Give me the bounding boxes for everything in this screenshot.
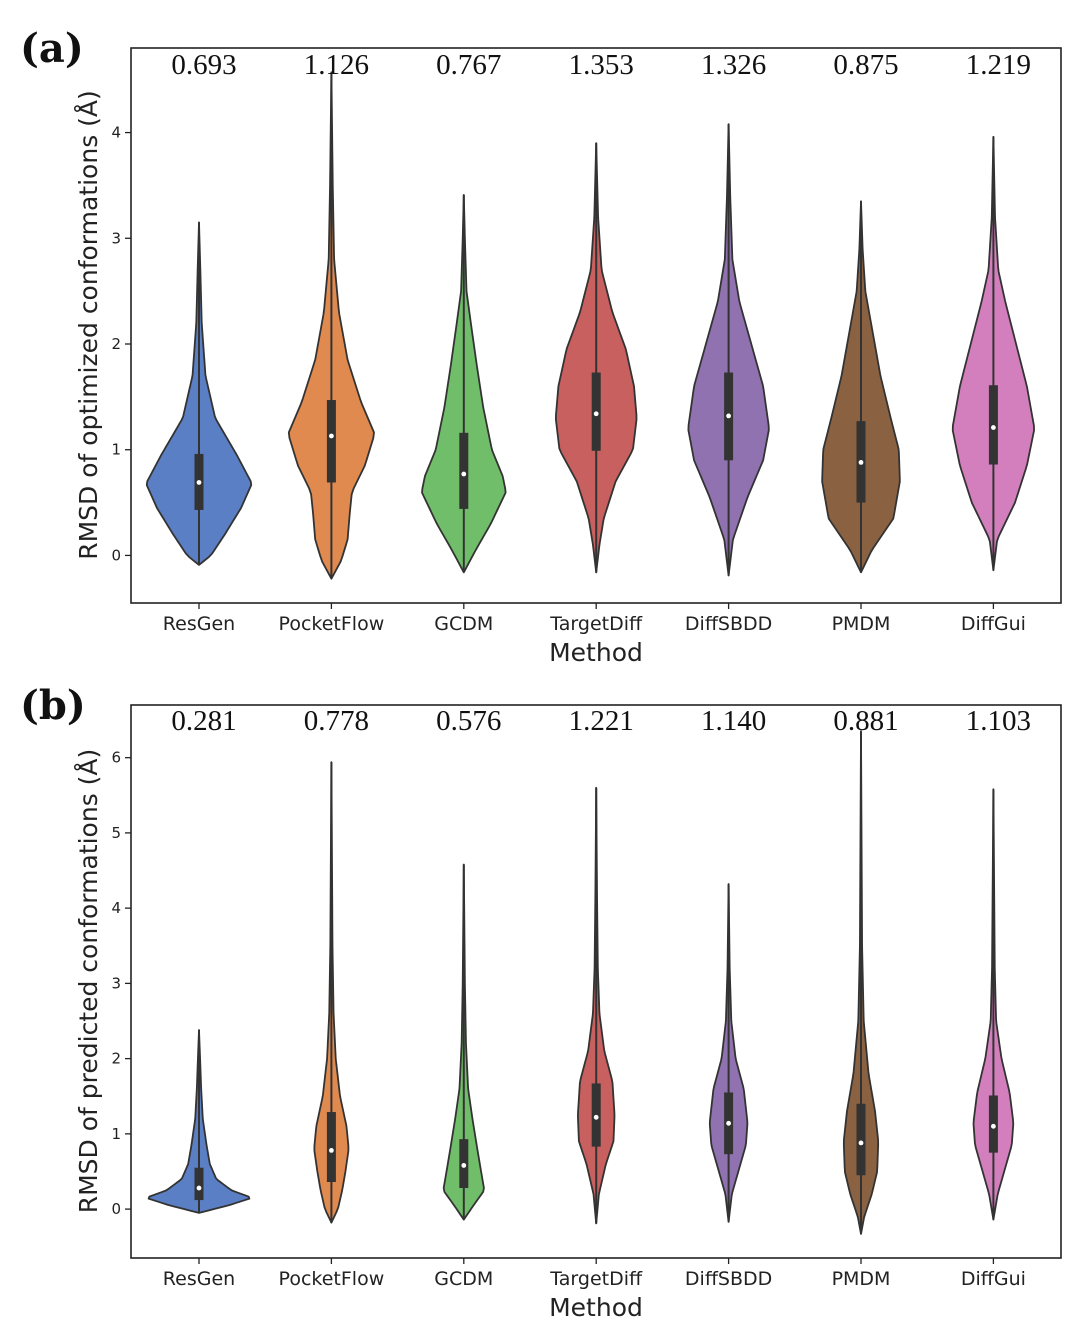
panel-b-median-labels: 0.281 0.778 0.576 1.221 1.140 0.881 1.103 [171, 705, 1031, 737]
median-dot-pocketflow [329, 433, 334, 439]
median-dot-targetdiff [593, 1114, 599, 1120]
median-dot-pocketflow [329, 1148, 334, 1153]
y-tick-label: 4 [111, 899, 121, 917]
x-tick-label-pocketflow: PocketFlow [279, 1268, 385, 1290]
y-tick-label: 0 [111, 1200, 121, 1218]
x-tick-label-diffgui: DiffGui [961, 1268, 1026, 1290]
x-tick-label-gcdm: GCDM [434, 1268, 493, 1290]
median-dot-diffgui [991, 425, 996, 430]
x-tick-label-resgen: ResGen [163, 613, 235, 635]
panel-a-median-labels: 0.693 1.126 0.767 1.353 1.326 0.875 1.219 [171, 49, 1031, 81]
panel-b: (b) 0 1 2 3 4 5 6 ResGen PocketFlow GCDM TargetDi… [20, 682, 1062, 1322]
y-tick-label: 0 [111, 546, 121, 564]
median-label-resgen: 0.281 [171, 705, 236, 737]
panel-b-y-ticks: 0 1 2 3 4 5 6 [111, 749, 131, 1218]
iqr-box-resgen [194, 1167, 204, 1201]
median-label-pmdm: 0.875 [833, 49, 898, 81]
y-tick-label: 1 [111, 441, 121, 459]
median-label-diffgui: 1.219 [966, 49, 1031, 81]
panel-b-violins [147, 730, 1015, 1235]
panel-b-y-axis-label: RMSD of predicted conformations (Å) [74, 749, 103, 1214]
median-label-gcdm: 0.767 [436, 49, 501, 81]
y-tick-label: 1 [111, 1125, 121, 1143]
iqr-box-pocketflow [326, 400, 336, 483]
iqr-box-diffgui [988, 385, 998, 465]
median-label-pocketflow: 1.126 [304, 49, 369, 81]
panel-b-x-ticks: ResGen PocketFlow GCDM TargetDiff DiffSBDD PM… [163, 1258, 1026, 1290]
median-dot-targetdiff [593, 411, 599, 417]
panel-a-x-axis-label: Method [549, 638, 643, 667]
median-dot-diffsbdd [726, 1120, 731, 1126]
median-label-diffsbdd: 1.140 [701, 705, 766, 737]
x-tick-label-pmdm: PMDM [832, 1268, 891, 1290]
panel-a-y-axis-label: RMSD of optimized conformations (Å) [74, 90, 103, 560]
panel-b-x-axis-label: Method [549, 1293, 643, 1322]
iqr-box-pocketflow [326, 1112, 336, 1183]
panel-a-label: (a) [20, 25, 84, 72]
panel-a: (a) 0 1 2 3 4 ResGen PocketFlow GCDM TargetDiff… [20, 25, 1062, 667]
panel-b-label: (b) [20, 682, 86, 729]
median-dot-diffgui [991, 1123, 996, 1129]
x-tick-label-diffsbdd: DiffSBDD [685, 613, 772, 635]
panel-a-x-ticks: ResGen PocketFlow GCDM TargetDiff DiffSBDD PM… [163, 603, 1026, 635]
median-label-gcdm: 0.576 [436, 705, 501, 737]
median-label-targetdiff: 1.353 [569, 49, 634, 81]
y-tick-label: 4 [111, 124, 121, 142]
median-label-diffgui: 1.103 [966, 705, 1031, 737]
panel-a-violins [145, 71, 1035, 580]
y-tick-label: 6 [111, 749, 121, 767]
y-tick-label: 2 [111, 1050, 121, 1068]
median-dot-resgen [196, 1185, 202, 1191]
x-tick-label-diffsbdd: DiffSBDD [685, 1268, 772, 1290]
median-dot-resgen [196, 480, 202, 485]
y-tick-label: 2 [111, 335, 121, 353]
iqr-box-gcdm [459, 432, 469, 509]
x-tick-label-resgen: ResGen [163, 1268, 235, 1290]
x-tick-label-gcdm: GCDM [434, 613, 493, 635]
x-tick-label-targetdiff: TargetDiff [549, 613, 643, 635]
median-label-pocketflow: 0.778 [304, 705, 369, 737]
median-dot-gcdm [461, 471, 467, 477]
y-tick-label: 3 [111, 974, 121, 992]
median-dot-pmdm [858, 1140, 864, 1146]
iqr-box-pmdm [856, 1103, 866, 1176]
median-label-pmdm: 0.881 [833, 705, 898, 737]
median-label-diffsbdd: 1.326 [701, 49, 766, 81]
y-tick-label: 3 [111, 229, 121, 247]
median-dot-pmdm [858, 460, 864, 465]
panel-a-y-ticks: 0 1 2 3 4 [111, 124, 131, 564]
median-label-resgen: 0.693 [171, 49, 236, 81]
median-label-targetdiff: 1.221 [569, 705, 634, 737]
x-tick-label-pmdm: PMDM [832, 613, 891, 635]
x-tick-label-pocketflow: PocketFlow [279, 613, 385, 635]
x-tick-label-targetdiff: TargetDiff [549, 1268, 643, 1290]
median-dot-diffsbdd [726, 413, 731, 419]
median-dot-gcdm [461, 1163, 467, 1168]
y-tick-label: 5 [111, 824, 121, 842]
x-tick-label-diffgui: DiffGui [961, 613, 1026, 635]
